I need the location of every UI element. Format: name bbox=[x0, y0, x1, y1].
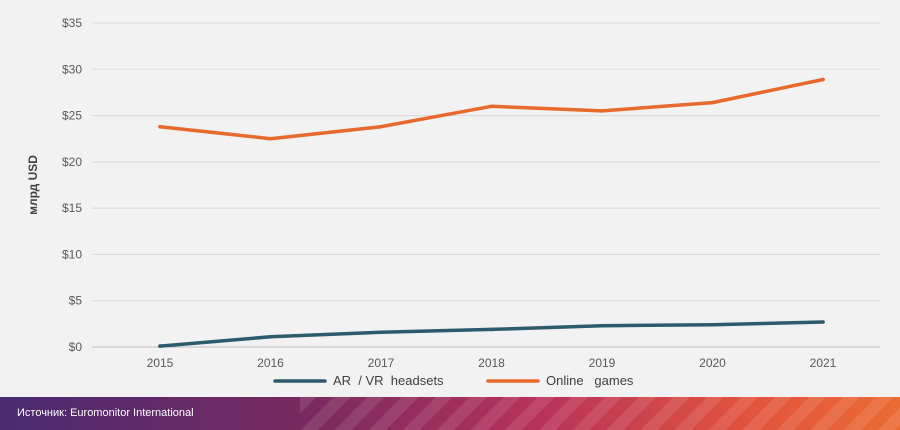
data-point bbox=[489, 327, 494, 332]
line-chart: $0$5$10$15$20$25$30$35 2015 2016 2017 2018 2… bbox=[26, 16, 880, 388]
data-point bbox=[710, 323, 715, 327]
y-axis-label: млрд USD bbox=[26, 155, 40, 215]
legend-label: Online games bbox=[546, 373, 634, 388]
source-text: Источник: Euromonitor International bbox=[17, 407, 194, 419]
data-point bbox=[158, 344, 162, 348]
data-point bbox=[268, 335, 273, 339]
x-tick-labels: 2015 2016 2017 2018 2019 2020 2021 bbox=[147, 356, 837, 370]
x-tick-label: 2019 bbox=[589, 356, 616, 370]
data-point bbox=[600, 323, 604, 328]
data-point bbox=[821, 320, 825, 324]
legend: AR / VR headsets Online games bbox=[273, 373, 634, 388]
data-point bbox=[600, 109, 604, 113]
y-tick-label: $10 bbox=[62, 247, 82, 261]
data-point bbox=[379, 124, 383, 129]
y-tick-label: $0 bbox=[69, 340, 83, 354]
x-tick-label: 2015 bbox=[147, 356, 174, 370]
x-tick-label: 2018 bbox=[478, 356, 505, 370]
source-footer: Источник: Euromonitor International bbox=[0, 397, 900, 430]
x-tick-label: 2021 bbox=[810, 356, 837, 370]
x-tick-label: 2016 bbox=[257, 356, 284, 370]
y-tick-label: $5 bbox=[69, 294, 83, 308]
x-tick-label: 2017 bbox=[368, 356, 395, 370]
data-point bbox=[821, 77, 825, 82]
series-line-0 bbox=[158, 320, 825, 348]
y-tick-label: $25 bbox=[62, 109, 82, 123]
y-tick-label: $35 bbox=[62, 16, 82, 30]
y-tick-label: $20 bbox=[62, 155, 82, 169]
y-tick-label: $15 bbox=[62, 201, 82, 215]
x-tick-label: 2020 bbox=[699, 356, 726, 370]
data-point bbox=[710, 100, 715, 105]
y-tick-label: $30 bbox=[62, 62, 82, 76]
data-point bbox=[268, 136, 273, 141]
footer-stripes bbox=[300, 397, 900, 430]
grid-lines bbox=[92, 22, 880, 348]
legend-label: AR / VR headsets bbox=[333, 373, 444, 388]
data-point bbox=[158, 124, 162, 129]
y-tick-labels: $0 $5 $10 $15 $20 $25 $30 $35 bbox=[62, 16, 82, 354]
series-line-1 bbox=[158, 77, 825, 141]
data-point bbox=[379, 330, 383, 335]
data-point bbox=[489, 104, 494, 109]
series-lines bbox=[158, 77, 825, 348]
